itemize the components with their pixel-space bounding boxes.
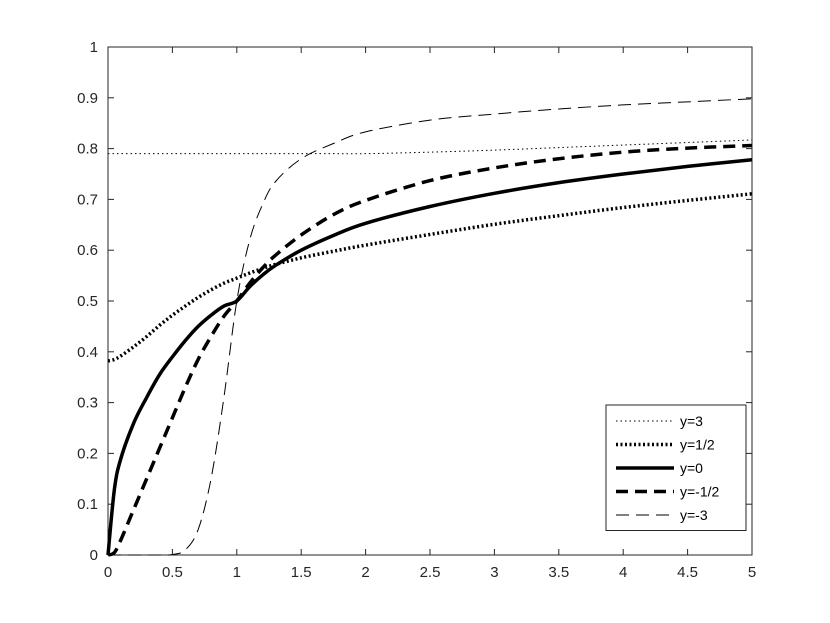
x-tick-label: 4 <box>619 564 627 581</box>
legend-label: y=-1/2 <box>680 484 720 500</box>
y-tick-label: 1 <box>90 39 98 56</box>
legend-label: y=-3 <box>680 507 708 523</box>
x-tick-label: 0.5 <box>162 564 183 581</box>
y-tick-label: 0.6 <box>77 242 98 259</box>
legend-label: y=1/2 <box>680 437 715 453</box>
x-tick-label: 3 <box>490 564 498 581</box>
legend-label: y=0 <box>680 460 703 476</box>
x-tick-label: 2 <box>361 564 369 581</box>
y-tick-label: 0.3 <box>77 395 98 412</box>
legend: y=3 y=1/2 y=0 y=-1/2 y=-3 <box>605 404 747 531</box>
series-line-y-0 <box>106 158 753 556</box>
x-tick-label: 1 <box>233 564 241 581</box>
legend-label: y=3 <box>680 413 703 429</box>
x-tick-label: 0 <box>104 564 112 581</box>
series-line-y-3 <box>107 139 753 155</box>
x-tick-label: 5 <box>748 564 756 581</box>
series-line-y-1-2 <box>107 143 753 557</box>
series-line-y-1-2 <box>107 192 753 363</box>
x-tick-label: 4.5 <box>677 564 698 581</box>
axes: 0 0.5 1 1.5 2 2.5 3 3.5 4 4.5 5 0 0.1 0.2 0.3 0.4 0.5 0.6… <box>77 39 756 581</box>
y-tick-label: 0.8 <box>77 141 98 158</box>
y-tick-label: 0.2 <box>77 445 98 462</box>
x-tick-label: 2.5 <box>420 564 441 581</box>
x-tick-label: 3.5 <box>548 564 569 581</box>
y-tick-label: 0.5 <box>77 293 98 310</box>
x-tick-label: 1.5 <box>291 564 312 581</box>
y-tick-label: 0.7 <box>77 191 98 208</box>
y-tick-label: 0 <box>90 547 98 564</box>
y-tick-label: 0.1 <box>77 496 98 513</box>
y-tick-label: 0.4 <box>77 344 98 361</box>
y-tick-label: 0.9 <box>77 90 98 107</box>
series-group <box>106 98 753 557</box>
